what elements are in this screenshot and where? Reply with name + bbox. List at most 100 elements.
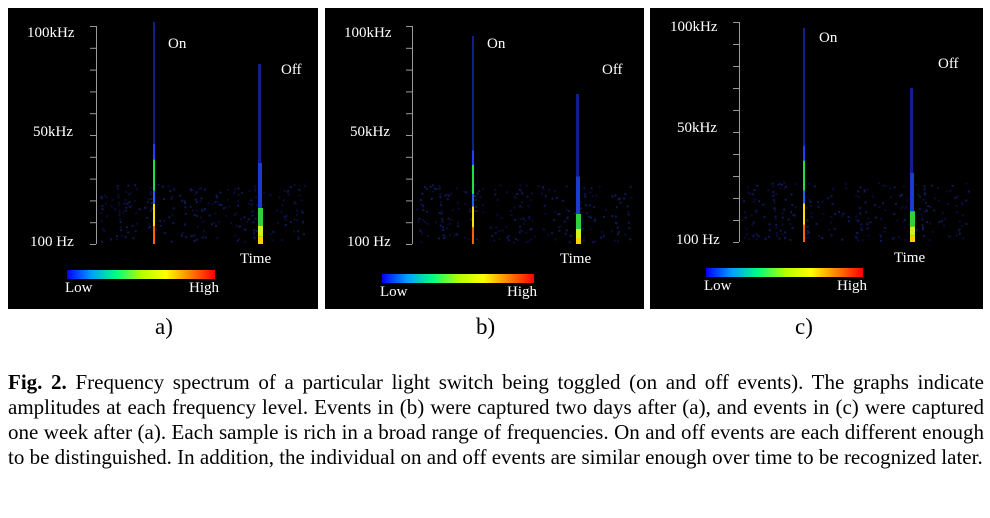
noise-pixel xyxy=(771,185,774,188)
noise-pixel xyxy=(446,198,449,201)
noise-pixel xyxy=(957,229,960,232)
noise-pixel xyxy=(900,193,903,196)
noise-pixel xyxy=(238,237,241,240)
noise-pixel xyxy=(937,187,940,190)
noise-pixel xyxy=(530,238,533,241)
noise-pixel xyxy=(301,220,304,223)
noise-pixel xyxy=(551,232,554,235)
noise-pixel xyxy=(944,217,947,220)
noise-pixel xyxy=(149,186,152,189)
noise-pixel xyxy=(426,210,429,213)
noise-pixel xyxy=(553,190,556,193)
noise-pixel xyxy=(238,225,241,228)
noise-pixel xyxy=(473,194,476,197)
noise-pixel xyxy=(891,237,894,240)
streak-segment xyxy=(258,236,263,244)
noise-pixel xyxy=(201,236,204,239)
noise-pixel xyxy=(514,197,517,200)
y-axis-tick xyxy=(406,91,412,93)
noise-pixel xyxy=(860,223,863,226)
noise-pixel xyxy=(793,214,796,217)
noise-pixel xyxy=(790,211,793,214)
noise-pixel xyxy=(300,199,303,202)
noise-pixel xyxy=(857,239,860,242)
y-axis-a xyxy=(90,26,97,245)
noise-pixel xyxy=(248,189,251,192)
noise-pixel xyxy=(482,187,485,190)
noise-pixel xyxy=(883,230,886,233)
noise-pixel xyxy=(495,226,498,229)
noise-pixel xyxy=(542,228,545,231)
noise-pixel xyxy=(427,235,430,238)
on-event-streak-c xyxy=(803,28,805,242)
streak-segment xyxy=(472,194,474,207)
noise-pixel xyxy=(159,224,162,227)
y-axis-tick xyxy=(733,220,739,221)
noise-pixel xyxy=(129,192,132,195)
noise-pixel xyxy=(747,191,750,194)
noise-pixel xyxy=(831,203,834,206)
noise-pixel xyxy=(860,226,863,229)
noise-pixel xyxy=(506,236,509,239)
y-axis-tick xyxy=(406,200,412,202)
noise-pixel xyxy=(215,224,218,227)
noise-pixel xyxy=(147,222,150,225)
noise-pixel xyxy=(537,185,540,188)
noise-pixel xyxy=(530,192,533,195)
noise-pixel xyxy=(629,238,632,241)
noise-pixel xyxy=(614,215,617,218)
noise-pixel xyxy=(775,223,778,226)
noise-a xyxy=(100,184,306,244)
noise-pixel xyxy=(574,212,577,215)
noise-pixel xyxy=(519,218,522,221)
noise-pixel xyxy=(168,216,171,219)
noise-pixel xyxy=(767,235,770,238)
noise-pixel xyxy=(195,200,198,203)
noise-pixel xyxy=(589,191,592,194)
noise-pixel xyxy=(211,203,214,206)
noise-pixel xyxy=(613,239,616,242)
noise-pixel xyxy=(902,185,905,188)
noise-pixel xyxy=(946,190,949,193)
noise-pixel xyxy=(499,184,502,187)
noise-pixel xyxy=(215,194,218,197)
streak-segment xyxy=(576,238,581,244)
noise-pixel xyxy=(768,223,771,226)
noise-pixel xyxy=(902,220,905,223)
panel-label-a: a) xyxy=(155,314,173,339)
noise-pixel xyxy=(203,230,206,233)
noise-pixel xyxy=(244,228,247,231)
noise-pixel xyxy=(298,194,301,197)
noise-pixel xyxy=(510,214,513,217)
noise-pixel xyxy=(833,227,836,230)
noise-pixel xyxy=(773,201,776,204)
noise-pixel xyxy=(827,197,830,200)
noise-pixel xyxy=(169,190,172,193)
noise-pixel xyxy=(127,193,130,196)
noise-pixel xyxy=(615,206,618,209)
noise-pixel xyxy=(286,190,289,193)
streak-segment xyxy=(153,204,155,227)
streak-segment xyxy=(472,227,474,244)
noise-pixel xyxy=(897,235,900,238)
noise-pixel xyxy=(525,184,528,187)
noise-pixel xyxy=(172,207,175,210)
y-axis-tick xyxy=(90,222,96,224)
y-axis-line xyxy=(412,26,413,244)
noise-pixel xyxy=(479,195,482,198)
noise-pixel xyxy=(521,192,524,195)
noise-pixel xyxy=(790,193,793,196)
noise-pixel xyxy=(220,204,223,207)
noise-pixel xyxy=(752,221,755,224)
noise-pixel xyxy=(254,217,257,220)
noise-pixel xyxy=(432,190,435,193)
noise-pixel xyxy=(135,212,138,215)
noise-pixel xyxy=(298,188,301,191)
noise-pixel xyxy=(746,233,749,236)
noise-pixel xyxy=(961,201,964,204)
noise-pixel xyxy=(940,220,943,223)
noise-pixel xyxy=(859,186,862,189)
noise-pixel xyxy=(100,240,103,243)
noise-pixel xyxy=(201,209,204,212)
x-axis-label: Time xyxy=(894,250,926,266)
